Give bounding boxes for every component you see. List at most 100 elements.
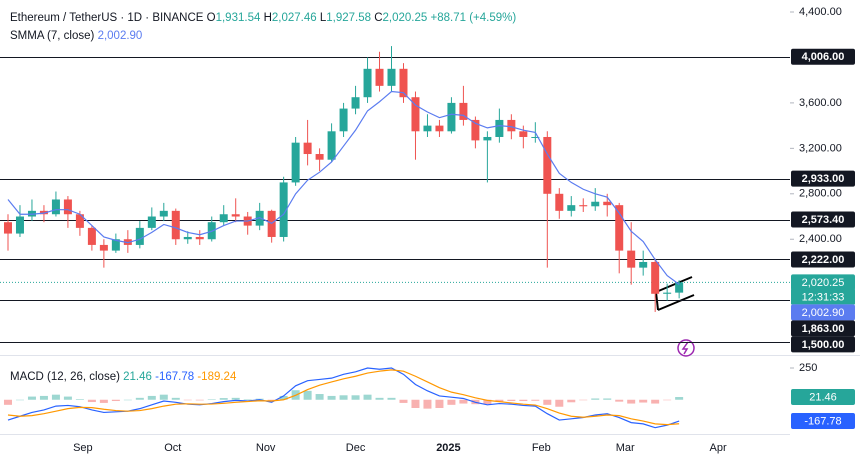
macd-histogram-bar	[171, 397, 180, 400]
macd-legend-value: -167.78	[155, 371, 194, 383]
x-tick-label: Feb	[532, 442, 551, 454]
macd-tick-label: 250	[799, 362, 817, 374]
macd-histogram-bar	[519, 399, 528, 402]
macd-histogram-bar	[111, 399, 120, 402]
header-legend: Ethereum / TetherUS · 1D · BINANCE O1,93…	[10, 12, 516, 24]
candle-body	[423, 125, 432, 132]
candle-body	[603, 201, 612, 206]
level-tag: 1,863.00	[802, 323, 845, 335]
quote-key: H	[264, 12, 272, 24]
smma-legend: SMMA (7, close) 2,002.90	[10, 30, 142, 42]
candle-body	[363, 68, 372, 98]
candle-body	[399, 68, 408, 98]
candle-body	[87, 227, 96, 245]
macd-histogram-bar	[207, 399, 216, 400]
candle-body	[195, 236, 204, 240]
y-tick-label: 2,800.00	[799, 188, 842, 200]
event-icon[interactable]	[677, 339, 695, 357]
quote-value: 1,931.54	[216, 12, 261, 24]
y-tick-label: 3,200.00	[799, 142, 842, 154]
candle-body	[51, 199, 60, 215]
macd-histogram-bar	[507, 399, 516, 402]
level-tag-bg	[791, 320, 855, 337]
macd-histogram-bar	[195, 399, 204, 401]
macd-histogram-bar	[183, 399, 192, 401]
candle-body	[651, 261, 660, 294]
macd-histogram-bar	[15, 399, 24, 401]
macd-histogram-bar	[555, 399, 564, 407]
candle-body	[387, 68, 396, 86]
macd-histogram-bar	[483, 399, 492, 405]
level-tag: 4,006.00	[802, 51, 845, 63]
quote-value: 1,927.58	[326, 12, 371, 24]
candle-body	[519, 131, 528, 137]
flag-line	[657, 294, 695, 311]
candle-body	[351, 97, 360, 109]
smma-line	[7, 90, 680, 285]
candle-body	[219, 214, 228, 223]
macd-histogram-bar	[27, 396, 36, 400]
candle-body	[279, 182, 288, 237]
macd-histogram-bar	[39, 395, 48, 400]
macd-histogram-bar	[423, 399, 432, 409]
candle-body	[435, 125, 444, 132]
candle-body	[291, 142, 300, 183]
candle-body	[99, 244, 108, 251]
macd-legend: MACD (12, 26, close) 21.46 -167.78 -189.…	[10, 371, 237, 383]
x-tick-label: Dec	[346, 442, 366, 454]
last-price-tag: 2,020.25	[802, 277, 845, 289]
candle-body	[663, 292, 672, 294]
candle-body	[147, 216, 156, 228]
candle-body	[375, 68, 384, 86]
macd-tag-bg	[791, 413, 855, 430]
macd-histogram-bar	[543, 399, 552, 405]
candle-body	[639, 261, 648, 268]
macd-histogram-bar	[447, 399, 456, 405]
candle-body	[579, 205, 588, 207]
quote-key: C	[374, 12, 382, 24]
macd-histogram-bar	[663, 399, 672, 401]
candle-body	[303, 142, 312, 155]
level-tag: 2,222.00	[802, 254, 845, 266]
candle-body	[3, 222, 12, 234]
macd-tag: 21.46	[809, 391, 837, 403]
macd-histogram-bar	[363, 394, 372, 400]
quote-key: O	[207, 12, 216, 24]
macd-tag-bg	[791, 389, 855, 406]
candle-body	[495, 119, 504, 137]
quote-value: 2,020.25	[383, 12, 428, 24]
macd-histogram-bar	[411, 399, 420, 408]
macd-histogram-bar	[459, 399, 468, 404]
candle-body	[183, 236, 192, 240]
macd-histogram-bar	[387, 397, 396, 400]
macd-histogram-bar	[303, 390, 312, 400]
macd-histogram-bar	[531, 399, 540, 401]
x-tick-label: Sep	[73, 442, 93, 454]
candle-body	[411, 97, 420, 132]
candle-body	[75, 214, 84, 228]
macd-histogram-bar	[231, 397, 240, 400]
candle-body	[459, 102, 468, 120]
macd-histogram-bar	[339, 395, 348, 400]
candle-body	[135, 227, 144, 245]
candle-body	[531, 136, 540, 138]
y-tick-label: 4,400.00	[799, 6, 842, 18]
y-tick-label: 2,400.00	[799, 233, 842, 245]
macd-histogram-bar	[279, 395, 288, 400]
candle-body	[543, 136, 552, 194]
macd-histogram-bar	[495, 399, 504, 402]
x-tick-label: 2025	[436, 442, 460, 454]
macd-histogram-bar	[159, 394, 168, 400]
macd-histogram-bar	[615, 399, 624, 402]
macd-histogram-bar	[375, 397, 384, 400]
candle-body	[627, 250, 636, 268]
candle-body	[471, 119, 480, 141]
symbol: Ethereum / TetherUS · 1D · BINANCE	[10, 12, 204, 24]
macd-legend-value: -189.24	[197, 371, 237, 383]
macd-histogram-bar	[75, 399, 84, 400]
macd-name: MACD (12, 26, close)	[10, 371, 120, 383]
candle-body	[507, 119, 516, 132]
smma-name: SMMA (7, close)	[10, 30, 95, 42]
macd-histogram-bar	[267, 399, 276, 402]
macd-histogram-bar	[579, 399, 588, 401]
